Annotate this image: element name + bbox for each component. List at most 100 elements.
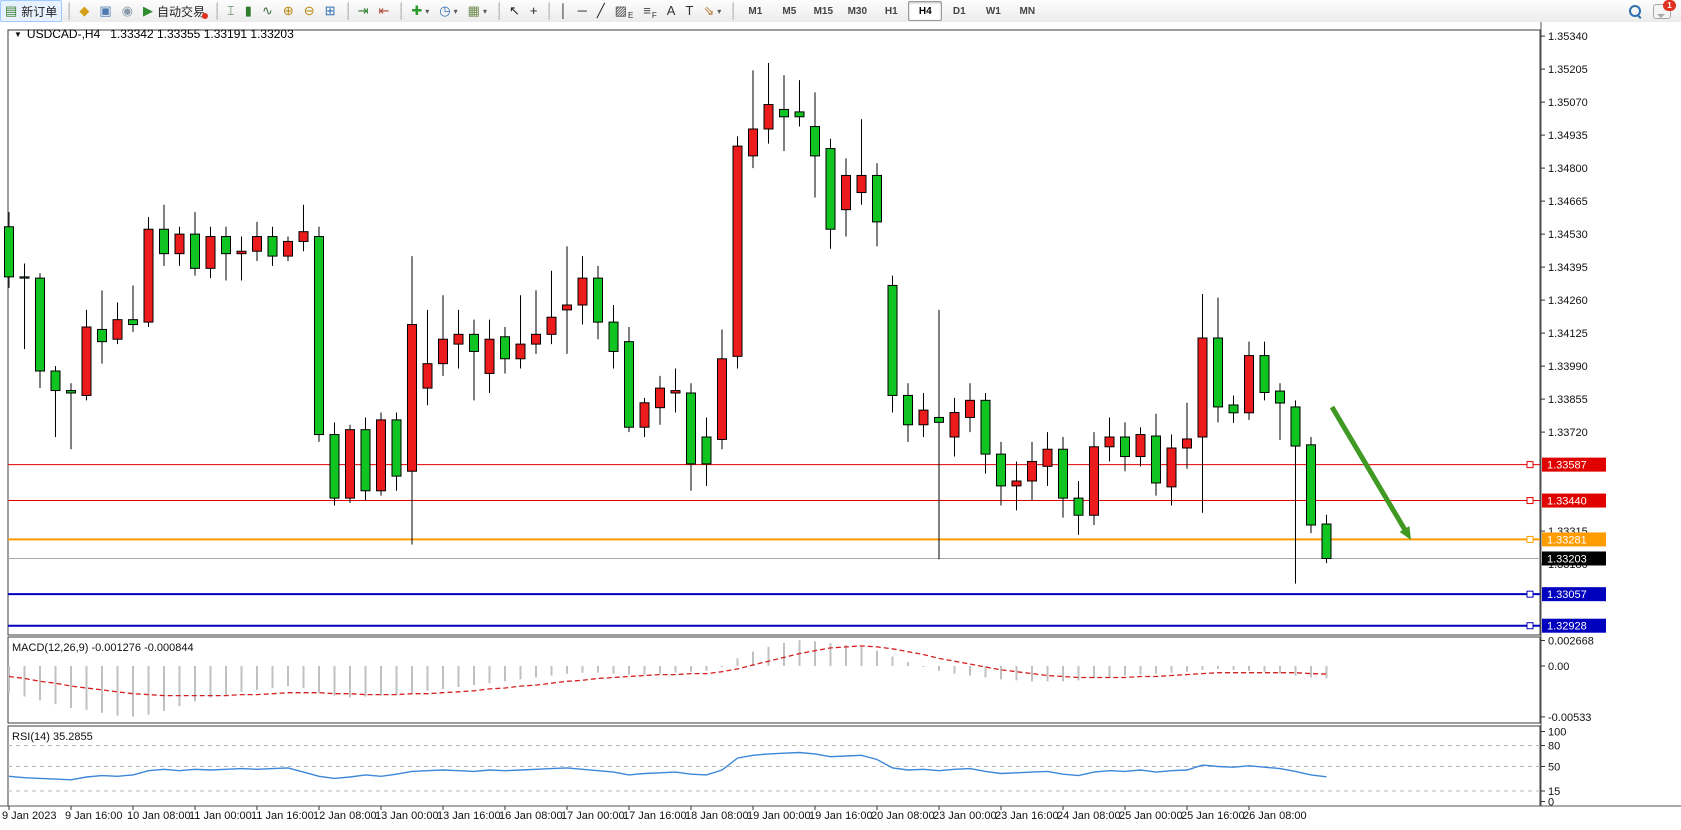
timeframe-mn-label: MN [1019, 5, 1036, 17]
chart-canvas[interactable]: 1.35340 1.35205 1.35070 1.34935 1.34800 1.346… [0, 22, 1681, 830]
main-price-pane[interactable] [7, 29, 1541, 636]
timeframe-m15[interactable]: M15 [806, 1, 840, 21]
macd-signal-line [8, 645, 1327, 697]
vertical-line-icon-glyph: │ [559, 3, 568, 18]
price-tick-label: 1.33990 [1548, 361, 1588, 373]
chevron-down-icon[interactable]: ▼ [14, 29, 22, 39]
price-line-label: 1.33587 [1542, 457, 1606, 472]
candle [965, 383, 975, 433]
macd-pane[interactable] [7, 636, 1541, 724]
timeframe-m5[interactable]: M5 [772, 1, 806, 21]
candle [1120, 422, 1130, 472]
text-icon[interactable]: A [662, 0, 681, 22]
candle [670, 368, 681, 413]
hline-anchor[interactable] [1526, 497, 1534, 505]
hline-anchor[interactable] [1526, 461, 1534, 469]
history-center-icon[interactable]: ◆ [74, 0, 94, 22]
chart-window[interactable]: 1.35340 1.35205 1.35070 1.34935 1.34800 1.346… [0, 22, 1681, 830]
line-chart-icon[interactable]: ∿ [257, 0, 278, 22]
candle [1104, 417, 1115, 462]
timeframe-h4[interactable]: H4 [908, 1, 943, 21]
candle [887, 275, 898, 413]
trendline-icon[interactable]: ╱ [592, 0, 610, 22]
macd-tick-label: -0.00533 [1548, 712, 1591, 724]
time-tick-label: 23 Jan 00:00 [933, 810, 997, 822]
zoom-in-icon[interactable]: ⊕ [278, 0, 299, 22]
candle [593, 265, 603, 340]
timeframe-mn[interactable]: MN [1010, 1, 1044, 21]
horizontal-line-icon[interactable]: ─ [573, 0, 592, 22]
price-tick-label: 1.35340 [1548, 31, 1588, 43]
crosshair-icon[interactable]: + [525, 0, 543, 22]
data-window-icon[interactable]: ▣ [94, 0, 116, 22]
timeframe-h1[interactable]: H1 [874, 1, 908, 21]
candle [376, 412, 386, 496]
timeframe-m1[interactable]: M1 [738, 1, 772, 21]
candle [1290, 400, 1301, 584]
time-tick-label: 9 Jan 16:00 [65, 810, 123, 822]
dropdown-caret-icon: ▾ [425, 6, 430, 16]
candle [422, 309, 433, 406]
timeframe-m5-label: M5 [782, 5, 797, 17]
rsi-pane[interactable] [7, 725, 1541, 807]
toolbar-separator [400, 2, 403, 20]
equidistant-channel-icon[interactable]: ▨ E [610, 0, 639, 22]
timeframe-m30[interactable]: M30 [840, 1, 874, 21]
notification-icon[interactable]: 1 [1653, 0, 1676, 19]
candle [407, 256, 417, 545]
indicators-menu[interactable]: ✚ ▾ [406, 0, 434, 22]
cursor-icon[interactable]: ↖ [504, 0, 525, 22]
zoom-out-icon[interactable]: ⊖ [299, 0, 320, 22]
candle [794, 80, 805, 127]
candle [562, 246, 572, 354]
hline-anchor[interactable] [1526, 535, 1534, 543]
candle [1027, 441, 1037, 501]
macd-indicator: 0.002668 0.00 -0.00533 [8, 636, 1594, 724]
text-label-icon[interactable]: T [680, 0, 698, 22]
timeframe-d1[interactable]: D1 [942, 1, 976, 21]
fibonacci-icon[interactable]: ≡ F [638, 0, 661, 22]
signals-icon[interactable]: ◉ [117, 0, 138, 22]
new-order-button[interactable]: ▤ 新订单 [0, 0, 63, 22]
svg-text:1.33281: 1.33281 [1547, 534, 1587, 546]
vertical-line-icon[interactable]: │ [554, 0, 572, 22]
trend-arrow[interactable] [1329, 405, 1410, 536]
zoom-in-icon-glyph: ⊕ [282, 3, 294, 18]
hline-anchor[interactable] [1526, 590, 1534, 598]
macd-label: MACD(12,26,9) -0.001276 -0.000844 [12, 642, 194, 654]
periods-menu[interactable]: ◷ ▾ [434, 0, 462, 22]
timeframe-w1-label: W1 [985, 5, 1001, 17]
time-tick-label: 10 Jan 08:00 [127, 810, 191, 822]
candlestick-chart-icon[interactable]: ▮ [240, 0, 257, 22]
candle [1135, 427, 1146, 467]
price-tick-label: 1.33855 [1548, 394, 1588, 406]
chart-shift-icon[interactable]: ⇤ [373, 0, 394, 22]
candle [624, 327, 634, 433]
rsi-label: RSI(14) 35.2855 [12, 731, 93, 743]
bar-chart-icon[interactable]: ⌶ [222, 0, 240, 22]
hline-anchor[interactable] [1526, 622, 1534, 630]
toolbar-items: ▤ 新订单 ◆ ▣ ◉ ▶ 自动交易 ⌶ ▮ ∿ ⊕ ⊖ ⊞ ⇥ ⇤ ✚ ▾ ◷ ▾ ▦ ▾ ↖ + │ ─ ╱ ▨ E ≡ F A T ⇘ ▾ M… [0, 0, 1044, 22]
timeframe-w1[interactable]: W1 [976, 1, 1010, 21]
periods-glyph: ◷ [439, 3, 451, 18]
timeframe-d1-label: D1 [952, 5, 966, 17]
templates-menu[interactable]: ▦ ▾ [463, 0, 492, 22]
time-tick-label: 9 Jan 2023 [2, 810, 56, 822]
cursor-icon-glyph: ↖ [508, 3, 520, 18]
price-line-label: 1.33281 [1542, 532, 1606, 547]
toolbar-right: 1 [1629, 0, 1681, 19]
tile-windows-icon-glyph: ⊞ [324, 3, 336, 18]
arrows-menu[interactable]: ⇘ ▾ [698, 0, 726, 22]
candle [686, 383, 696, 491]
search-icon[interactable] [1629, 5, 1642, 19]
toolbar-separator [346, 2, 349, 20]
dropdown-caret-icon: ▾ [717, 6, 722, 16]
candle [128, 285, 138, 332]
autotrading-button[interactable]: ▶ 自动交易 [138, 0, 210, 22]
rsi-tick-label: 100 [1548, 727, 1566, 739]
tile-windows-icon[interactable]: ⊞ [320, 0, 341, 22]
auto-scroll-icon[interactable]: ⇥ [353, 0, 374, 22]
candle [314, 226, 324, 442]
candle [763, 63, 774, 144]
candle [531, 290, 541, 354]
